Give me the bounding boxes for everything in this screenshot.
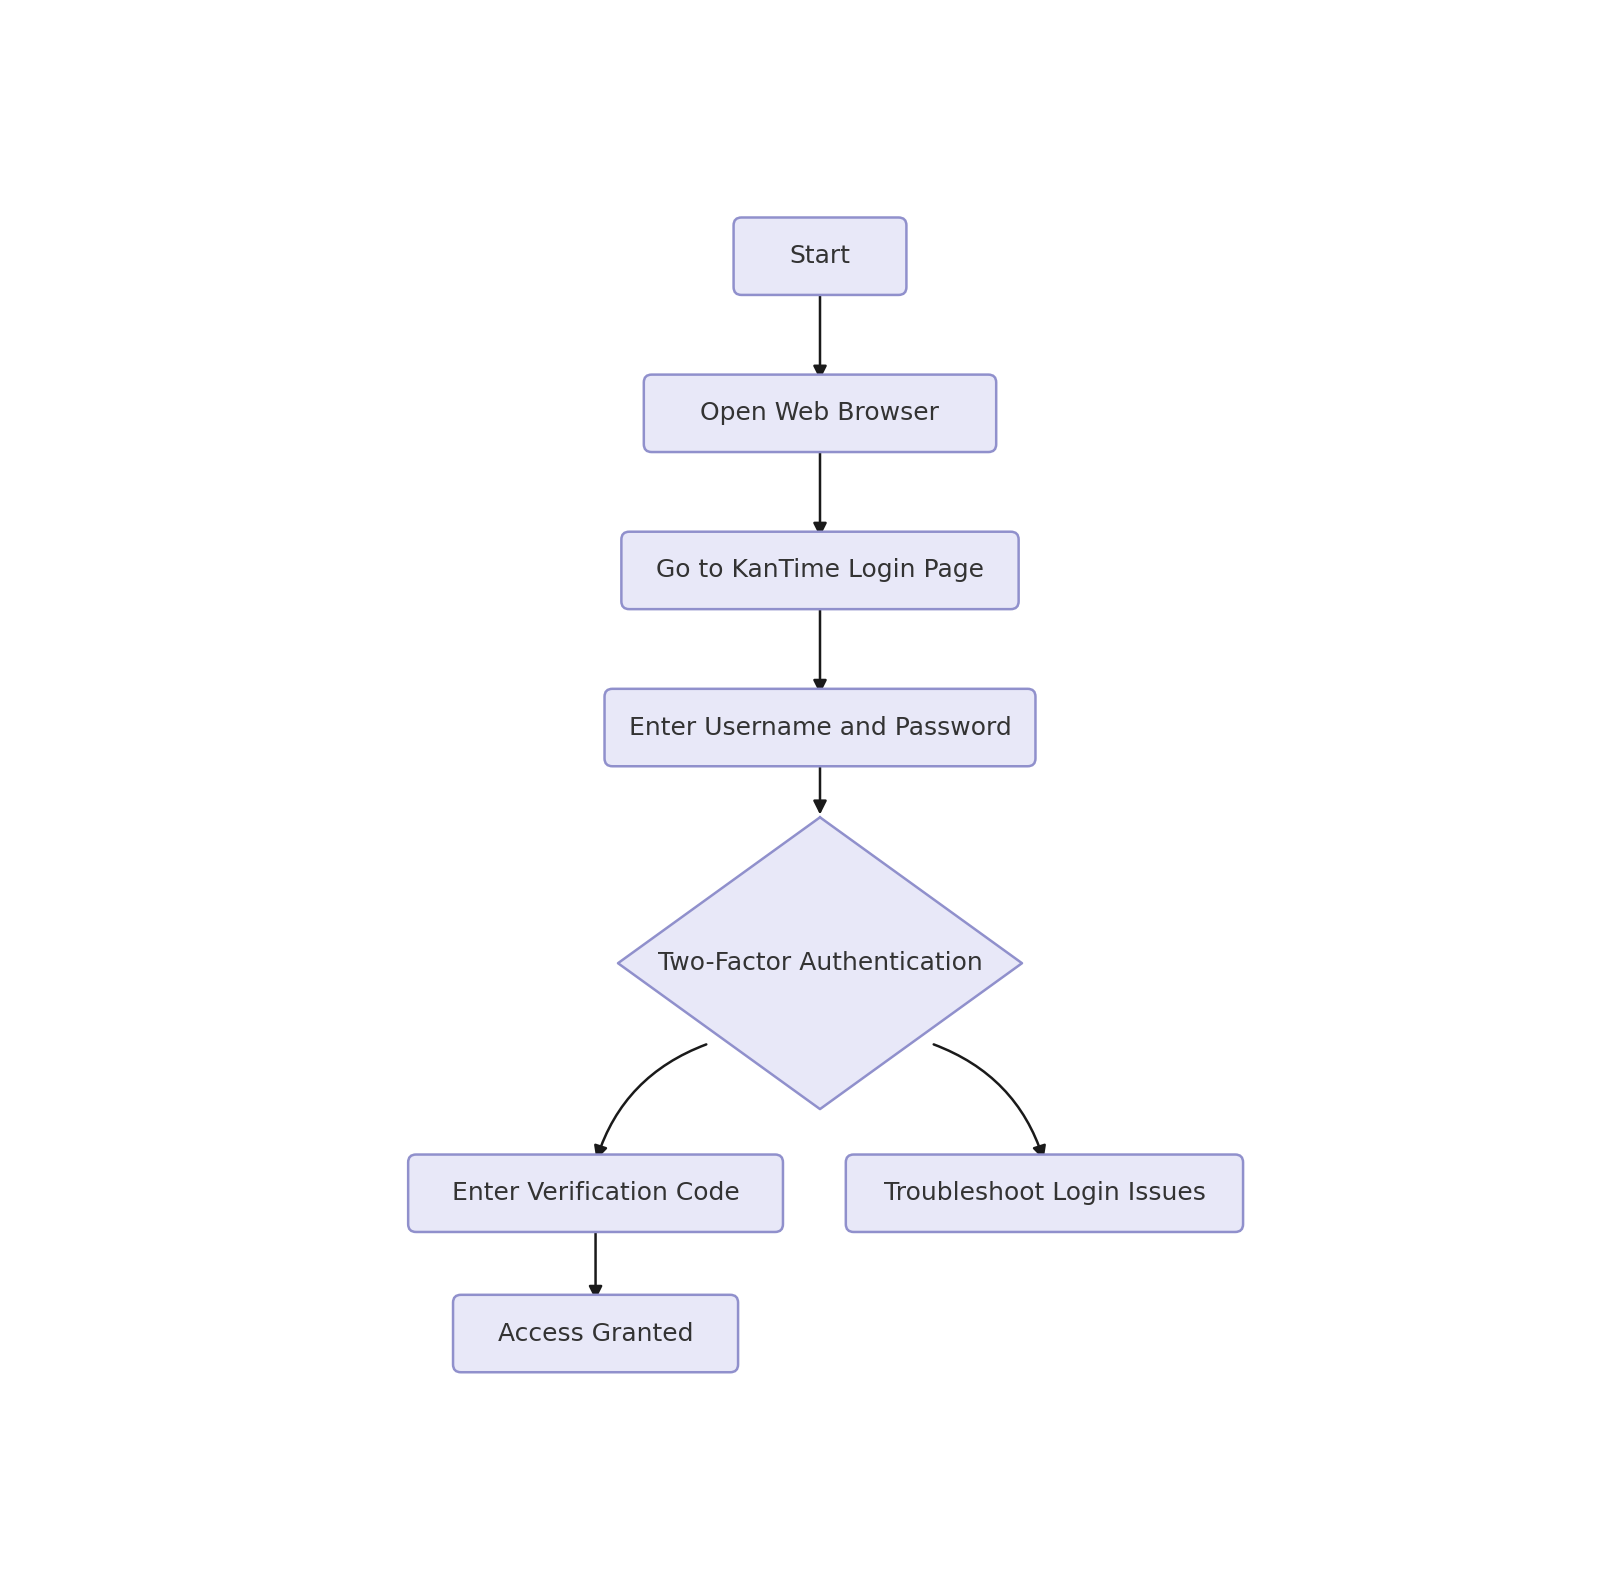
Text: Troubleshoot Login Issues: Troubleshoot Login Issues (883, 1180, 1205, 1206)
FancyBboxPatch shape (605, 689, 1035, 767)
Text: Enter Verification Code: Enter Verification Code (451, 1180, 739, 1206)
FancyBboxPatch shape (643, 375, 997, 452)
Text: Access Granted: Access Granted (498, 1322, 693, 1346)
Polygon shape (618, 817, 1022, 1110)
FancyBboxPatch shape (453, 1295, 738, 1373)
Text: Start: Start (789, 244, 851, 268)
Text: Enter Username and Password: Enter Username and Password (629, 716, 1011, 740)
FancyBboxPatch shape (846, 1155, 1243, 1232)
Text: Go to KanTime Login Page: Go to KanTime Login Page (656, 559, 984, 582)
FancyBboxPatch shape (408, 1155, 782, 1232)
FancyBboxPatch shape (621, 532, 1019, 609)
FancyBboxPatch shape (733, 217, 907, 294)
Text: Open Web Browser: Open Web Browser (701, 401, 939, 425)
Text: Two-Factor Authentication: Two-Factor Authentication (658, 951, 982, 976)
